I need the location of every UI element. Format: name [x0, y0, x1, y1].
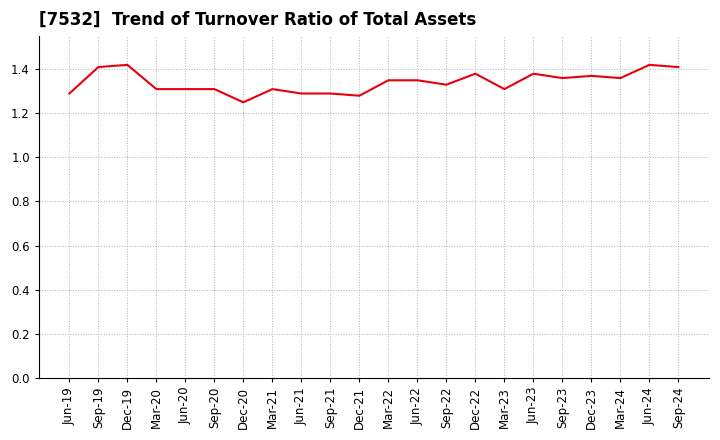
Text: [7532]  Trend of Turnover Ratio of Total Assets: [7532] Trend of Turnover Ratio of Total …	[39, 11, 476, 29]
